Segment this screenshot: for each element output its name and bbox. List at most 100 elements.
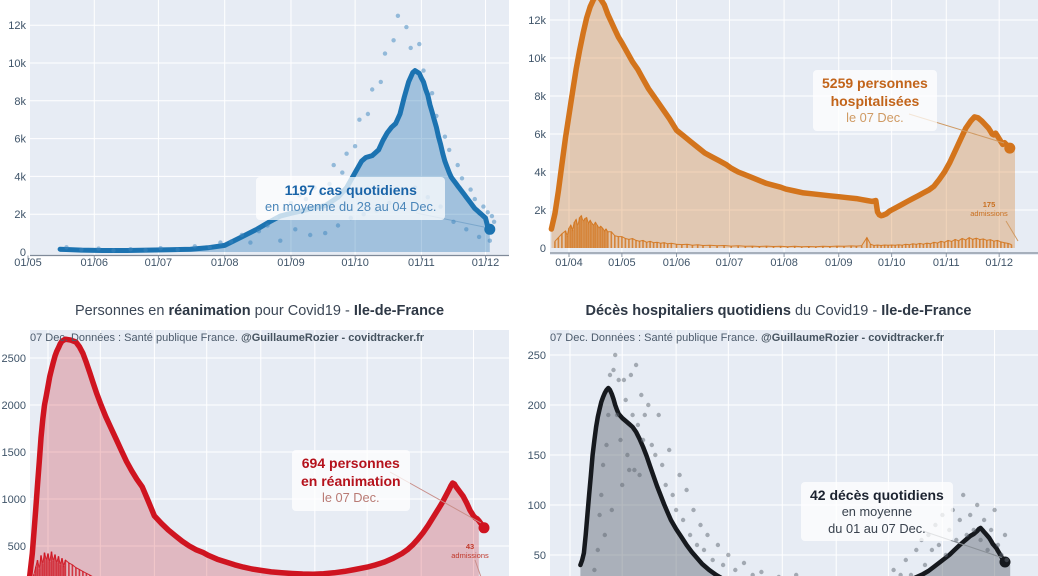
y-tick-label: 6k bbox=[534, 129, 546, 141]
scatter-point bbox=[442, 134, 448, 139]
latest-value-dot[interactable] bbox=[1004, 142, 1016, 154]
admission-bar bbox=[61, 558, 63, 576]
y-tick-label: 4k bbox=[14, 171, 26, 183]
cases-chart-plot[interactable]: 01/05 01/06 01/07 01/08 01/09 01/10 01/11 01/12… bbox=[0, 0, 519, 288]
scatter-point bbox=[620, 482, 625, 488]
admission-bar bbox=[75, 567, 77, 576]
latest-value-dot[interactable] bbox=[478, 522, 490, 534]
y-tick-label: 12k bbox=[528, 15, 546, 27]
scatter-point bbox=[331, 162, 336, 168]
scatter-point bbox=[639, 392, 644, 398]
annotation-line: 1197 cas quotidiens bbox=[284, 182, 417, 198]
admission-bar bbox=[936, 243, 939, 248]
admission-bar bbox=[993, 241, 995, 248]
scatter-point bbox=[663, 482, 668, 488]
scatter-point bbox=[378, 79, 383, 85]
admission-bar bbox=[43, 552, 46, 576]
scatter-point bbox=[417, 41, 422, 47]
admissions-mini-line: 175 bbox=[982, 200, 996, 209]
admission-bar bbox=[880, 245, 882, 248]
scatter-point bbox=[357, 117, 362, 122]
x-tick-label: 01/08 bbox=[770, 257, 798, 269]
admissions-trend-line bbox=[554, 214, 1012, 248]
admission-bar bbox=[642, 240, 644, 248]
latest-value-dot[interactable] bbox=[484, 223, 496, 235]
y-tick-label: 10k bbox=[528, 53, 546, 65]
annotation-reanimation: 694 personnes en réanimation le 07 Dec. bbox=[292, 450, 410, 511]
admission-bar bbox=[631, 238, 634, 248]
scatter-point bbox=[592, 567, 597, 573]
admission-bar bbox=[628, 239, 630, 248]
admission-bar bbox=[561, 233, 563, 249]
scatter-point bbox=[726, 552, 731, 558]
scatter-point bbox=[175, 247, 180, 252]
admissions-mini-line: admissions bbox=[451, 551, 489, 560]
admission-bar bbox=[596, 225, 598, 248]
x-tick-label: 01/07 bbox=[145, 257, 173, 269]
admission-bar bbox=[954, 239, 956, 248]
admission-bar bbox=[822, 246, 824, 248]
scatter-point bbox=[79, 247, 84, 252]
admission-bar bbox=[62, 565, 65, 576]
y-tick-label: 150 bbox=[528, 450, 546, 462]
chart-title-part: Ile-de-France bbox=[881, 303, 972, 319]
admission-bar bbox=[585, 217, 588, 248]
admission-bar bbox=[649, 241, 651, 248]
trend-line bbox=[548, 0, 1013, 232]
scatter-point bbox=[705, 532, 710, 538]
admission-bar bbox=[607, 231, 609, 248]
admission-bar bbox=[1007, 243, 1009, 248]
admission-bar bbox=[85, 573, 88, 576]
x-tick-label: 01/11 bbox=[933, 257, 960, 269]
y-tick-label: 100 bbox=[528, 500, 546, 512]
latest-value-dot[interactable] bbox=[999, 556, 1011, 568]
admission-bar bbox=[587, 223, 590, 248]
admission-bar bbox=[57, 556, 60, 576]
chart-deces-cell: 250 200 150 100 50 Décès hospitaliers quotid… bbox=[519, 288, 1038, 576]
admission-bar bbox=[663, 242, 665, 248]
admission-bar bbox=[54, 554, 56, 576]
scatter-point bbox=[476, 234, 482, 240]
annotation-line: en moyenne du 28 au 04 Dec. bbox=[265, 199, 437, 215]
admission-bar bbox=[940, 241, 942, 248]
hospitalisations-chart-plot[interactable]: 01/04 01/05 01/06 01/07 01/08 01/09 01/10 01/11… bbox=[519, 0, 1038, 288]
area-fill bbox=[29, 339, 479, 576]
scatter-point bbox=[968, 512, 973, 518]
admission-bar bbox=[751, 246, 754, 248]
scatter-point bbox=[677, 472, 682, 478]
scatter-point bbox=[278, 238, 283, 243]
scatter-point bbox=[621, 377, 627, 383]
scatter-point bbox=[633, 362, 639, 368]
chart-title-part: Ile-de-France bbox=[353, 303, 445, 319]
admission-bar bbox=[894, 245, 896, 248]
chart-title-part: Personnes en bbox=[74, 303, 169, 319]
admission-bar bbox=[45, 560, 48, 576]
admission-bar bbox=[36, 560, 39, 576]
annotation-leader-line bbox=[474, 559, 482, 576]
reanimation-chart-plot[interactable]: 2500 2000 1500 1000 500 bbox=[0, 288, 519, 576]
admission-bar bbox=[919, 243, 921, 248]
scatter-point bbox=[627, 467, 632, 473]
scatter-point bbox=[687, 532, 693, 538]
trend-line bbox=[57, 68, 493, 253]
y-tick-label: 2k bbox=[14, 209, 26, 221]
scatter-point bbox=[1002, 532, 1008, 538]
annotation-deces: 42 décès quotidiens en moyenne du 01 au 07… bbox=[801, 482, 953, 542]
annotation-line: hospitalisées bbox=[830, 93, 920, 110]
scatter-point bbox=[637, 472, 642, 478]
scatter-point bbox=[715, 542, 721, 548]
admission-bar bbox=[571, 229, 574, 248]
x-tick-label: 01/10 bbox=[341, 257, 369, 269]
scatter-point bbox=[597, 512, 602, 518]
admission-bar bbox=[568, 228, 570, 248]
scatter-point bbox=[614, 412, 620, 418]
admission-bar bbox=[696, 244, 699, 248]
scatter-point bbox=[684, 487, 689, 493]
scatter-point bbox=[609, 507, 614, 513]
annotation-line: le 07 Dec. bbox=[846, 110, 904, 126]
admission-bar bbox=[843, 246, 845, 248]
plot-background bbox=[30, 330, 509, 576]
admission-bar bbox=[850, 245, 852, 248]
deces-chart-plot[interactable]: 250 200 150 100 50 bbox=[519, 288, 1038, 576]
